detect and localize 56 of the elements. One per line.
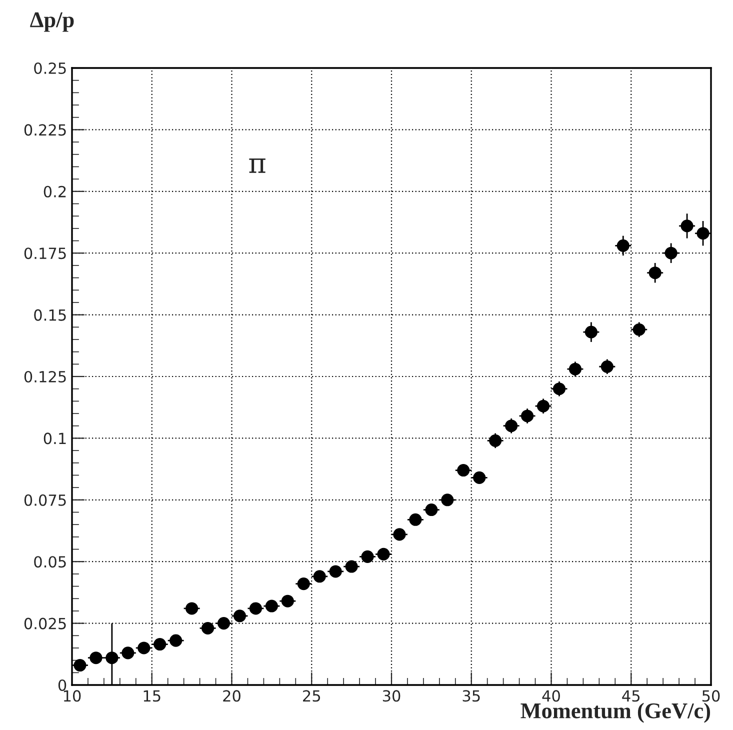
point: [505, 420, 518, 432]
point: [138, 642, 150, 654]
point: [584, 326, 598, 338]
point: [393, 528, 406, 541]
y-tick-label: 0.25: [34, 62, 66, 74]
x-tick-label: 50: [702, 690, 720, 702]
x-axis-title: Momentum (GeV/c): [520, 702, 710, 723]
annotation: π: [249, 158, 266, 173]
y-axis-title: Δp/p: [30, 12, 74, 32]
x-tick-label: 15: [144, 690, 160, 702]
point: [217, 617, 230, 630]
point: [632, 323, 646, 336]
x-tick-label: 35: [462, 690, 480, 702]
x-tick-label: 25: [303, 690, 320, 702]
point: [409, 513, 422, 526]
point: [441, 494, 454, 506]
y-tick-label: 0.075: [24, 494, 66, 506]
point: [664, 246, 678, 260]
point: [281, 594, 294, 608]
point: [297, 578, 310, 590]
y-tick-label: 0.225: [24, 124, 66, 136]
x-tick-label: 40: [542, 690, 560, 702]
y-tick-label: 0.175: [24, 248, 66, 260]
point: [680, 220, 694, 232]
point: [233, 610, 246, 622]
x-tick-label: 45: [622, 690, 640, 702]
point: [696, 227, 710, 240]
y-tick-label: 0.05: [34, 556, 66, 568]
point: [345, 560, 358, 573]
x-tick-label: 30: [382, 690, 400, 702]
point: [313, 570, 326, 583]
point: [521, 410, 534, 422]
y-tick-label: 0.125: [24, 370, 66, 383]
point: [568, 362, 582, 376]
y-tick-label: 0.15: [34, 309, 66, 321]
point: [473, 471, 486, 484]
point: [616, 239, 630, 252]
point: [536, 400, 550, 412]
point: [600, 360, 614, 373]
x-tick-label: 20: [223, 690, 240, 702]
y-tick-label: 0.1: [44, 432, 66, 444]
point: [170, 634, 182, 647]
point: [154, 638, 166, 651]
point: [186, 602, 198, 615]
point: [122, 646, 134, 660]
y-tick-label: 0.025: [24, 618, 66, 630]
point: [552, 382, 566, 396]
point: [489, 434, 502, 447]
y-tick-label: 0.2: [44, 186, 66, 198]
point: [202, 622, 214, 635]
point: [425, 503, 438, 516]
point: [648, 266, 662, 280]
x-tick-label: 10: [64, 690, 81, 702]
point: [457, 464, 470, 477]
y-tick-label: 0: [58, 679, 66, 692]
point: [329, 565, 342, 578]
